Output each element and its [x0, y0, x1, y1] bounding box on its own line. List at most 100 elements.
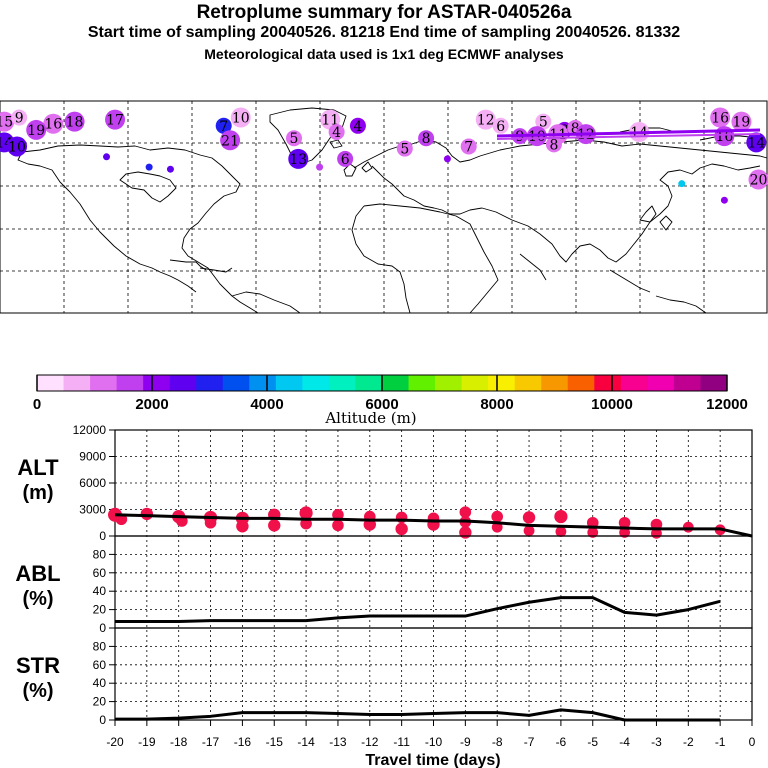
y-tick-label: 12000	[73, 423, 107, 437]
colorbar-swatch	[488, 375, 516, 391]
sampling-times: Start time of sampling 20040526. 81218 E…	[87, 24, 681, 41]
x-tick-label: -11	[393, 735, 410, 749]
plume-marker	[11, 109, 28, 126]
y-tick-label: 0	[99, 713, 106, 727]
plume-marker	[288, 148, 309, 169]
colorbar-swatch	[90, 375, 118, 391]
y-tick-label: 60	[93, 566, 107, 580]
alt-dot	[587, 527, 599, 538]
plume-marker	[731, 111, 752, 132]
colorbar-swatch	[355, 375, 383, 391]
plume-marker-label: 5	[290, 131, 299, 147]
colorbar-swatch	[461, 375, 489, 391]
colorbar-swatch	[249, 375, 277, 391]
plume-marker	[103, 153, 111, 161]
plume-marker-label: 4	[332, 125, 341, 141]
colorbar-swatch	[37, 375, 65, 391]
colorbar-tick-label: 8000	[480, 396, 513, 413]
plume-marker	[316, 163, 324, 171]
plume-marker	[710, 107, 731, 128]
plume-marker	[349, 117, 366, 134]
plume-marker	[720, 196, 728, 204]
y-tick-label: 40	[93, 676, 107, 690]
plume-marker	[748, 169, 768, 190]
plume-marker	[7, 136, 28, 157]
colorbar-label: Altitude (m)	[324, 409, 416, 427]
plume-marker-label: 10	[232, 111, 250, 127]
series-line-alt	[114, 513, 753, 538]
alt-dot	[523, 525, 535, 537]
alt-dot	[300, 517, 312, 530]
alt-dot	[332, 519, 344, 532]
plume-marker	[443, 155, 451, 163]
plume-marker	[26, 119, 47, 140]
y-tick-label: 0	[99, 529, 106, 543]
plume-marker	[337, 150, 354, 167]
alt-dot	[268, 519, 281, 532]
plume-marker	[678, 180, 686, 188]
x-tick-label: -7	[524, 735, 535, 749]
plume-marker	[460, 138, 477, 155]
plume-marker-label: 21	[221, 133, 239, 149]
colorbar-swatch	[700, 375, 728, 391]
plume-track	[496, 128, 761, 140]
series-line-str	[115, 708, 721, 722]
plume-marker	[43, 113, 64, 134]
x-tick-label: -16	[234, 735, 252, 749]
plume-marker	[396, 140, 413, 157]
plume-marker-label: 16	[711, 111, 729, 127]
panel-unit: (%)	[22, 588, 53, 610]
y-tick-label: 80	[93, 547, 107, 561]
plume-marker-label: 15	[0, 115, 13, 131]
y-tick-label: 20	[93, 603, 107, 617]
colorbar-swatch	[63, 375, 91, 391]
colorbar-swatch	[647, 375, 675, 391]
plume-marker-label: 7	[219, 119, 228, 135]
colorbar-swatch	[620, 375, 648, 391]
panel-title: STR	[16, 653, 60, 678]
x-tick-label: -20	[106, 735, 124, 749]
panel-title: ALT	[17, 455, 59, 480]
colorbar-swatch	[169, 375, 197, 391]
x-tick-label: -2	[683, 735, 694, 749]
y-tick-label: 0	[99, 621, 106, 635]
colorbar-tick-label: 12000	[706, 396, 748, 413]
alt-dot	[491, 510, 504, 523]
x-tick-label: -8	[492, 735, 503, 749]
plume-marker-label: 8	[422, 131, 431, 147]
plume-marker-label: 10	[8, 139, 26, 155]
alt-dot	[554, 509, 568, 524]
colorbar-swatch	[328, 375, 356, 391]
alt-dot	[204, 516, 217, 529]
colorbar-swatch	[567, 375, 595, 391]
y-tick-label: 40	[93, 584, 107, 598]
colorbar-swatch	[594, 375, 622, 391]
y-tick-label: 60	[93, 658, 107, 672]
plume-marker-label: 4	[353, 119, 362, 135]
y-tick-label: 3000	[79, 503, 106, 517]
x-tick-label: -9	[460, 735, 471, 749]
x-tick-label: -18	[170, 735, 188, 749]
x-tick-label: -15	[266, 735, 284, 749]
x-tick-label: -13	[329, 735, 347, 749]
x-tick-label: -3	[651, 735, 662, 749]
panel-unit: (m)	[22, 482, 53, 504]
colorbar-tick-label: 0	[33, 396, 41, 413]
alt-dot	[459, 526, 472, 539]
x-axis-label: Travel time (days)	[365, 752, 500, 768]
plume-marker-label: 19	[27, 123, 45, 139]
plume-marker-label: 5	[539, 115, 548, 131]
colorbar-swatch	[116, 375, 144, 391]
plume-marker-label: 8	[571, 121, 580, 137]
plume-marker-label: 20	[750, 173, 768, 189]
plume-marker	[220, 130, 241, 151]
series-line-abl	[115, 596, 721, 624]
alt-dot	[299, 506, 313, 520]
alt-dot	[522, 511, 536, 524]
plume-marker	[328, 124, 345, 140]
plume-marker	[418, 130, 435, 147]
map-gridlines	[0, 101, 767, 313]
x-tick-label: -10	[425, 735, 443, 749]
page-title: Retroplume summary for ASTAR-040526a	[196, 2, 572, 23]
